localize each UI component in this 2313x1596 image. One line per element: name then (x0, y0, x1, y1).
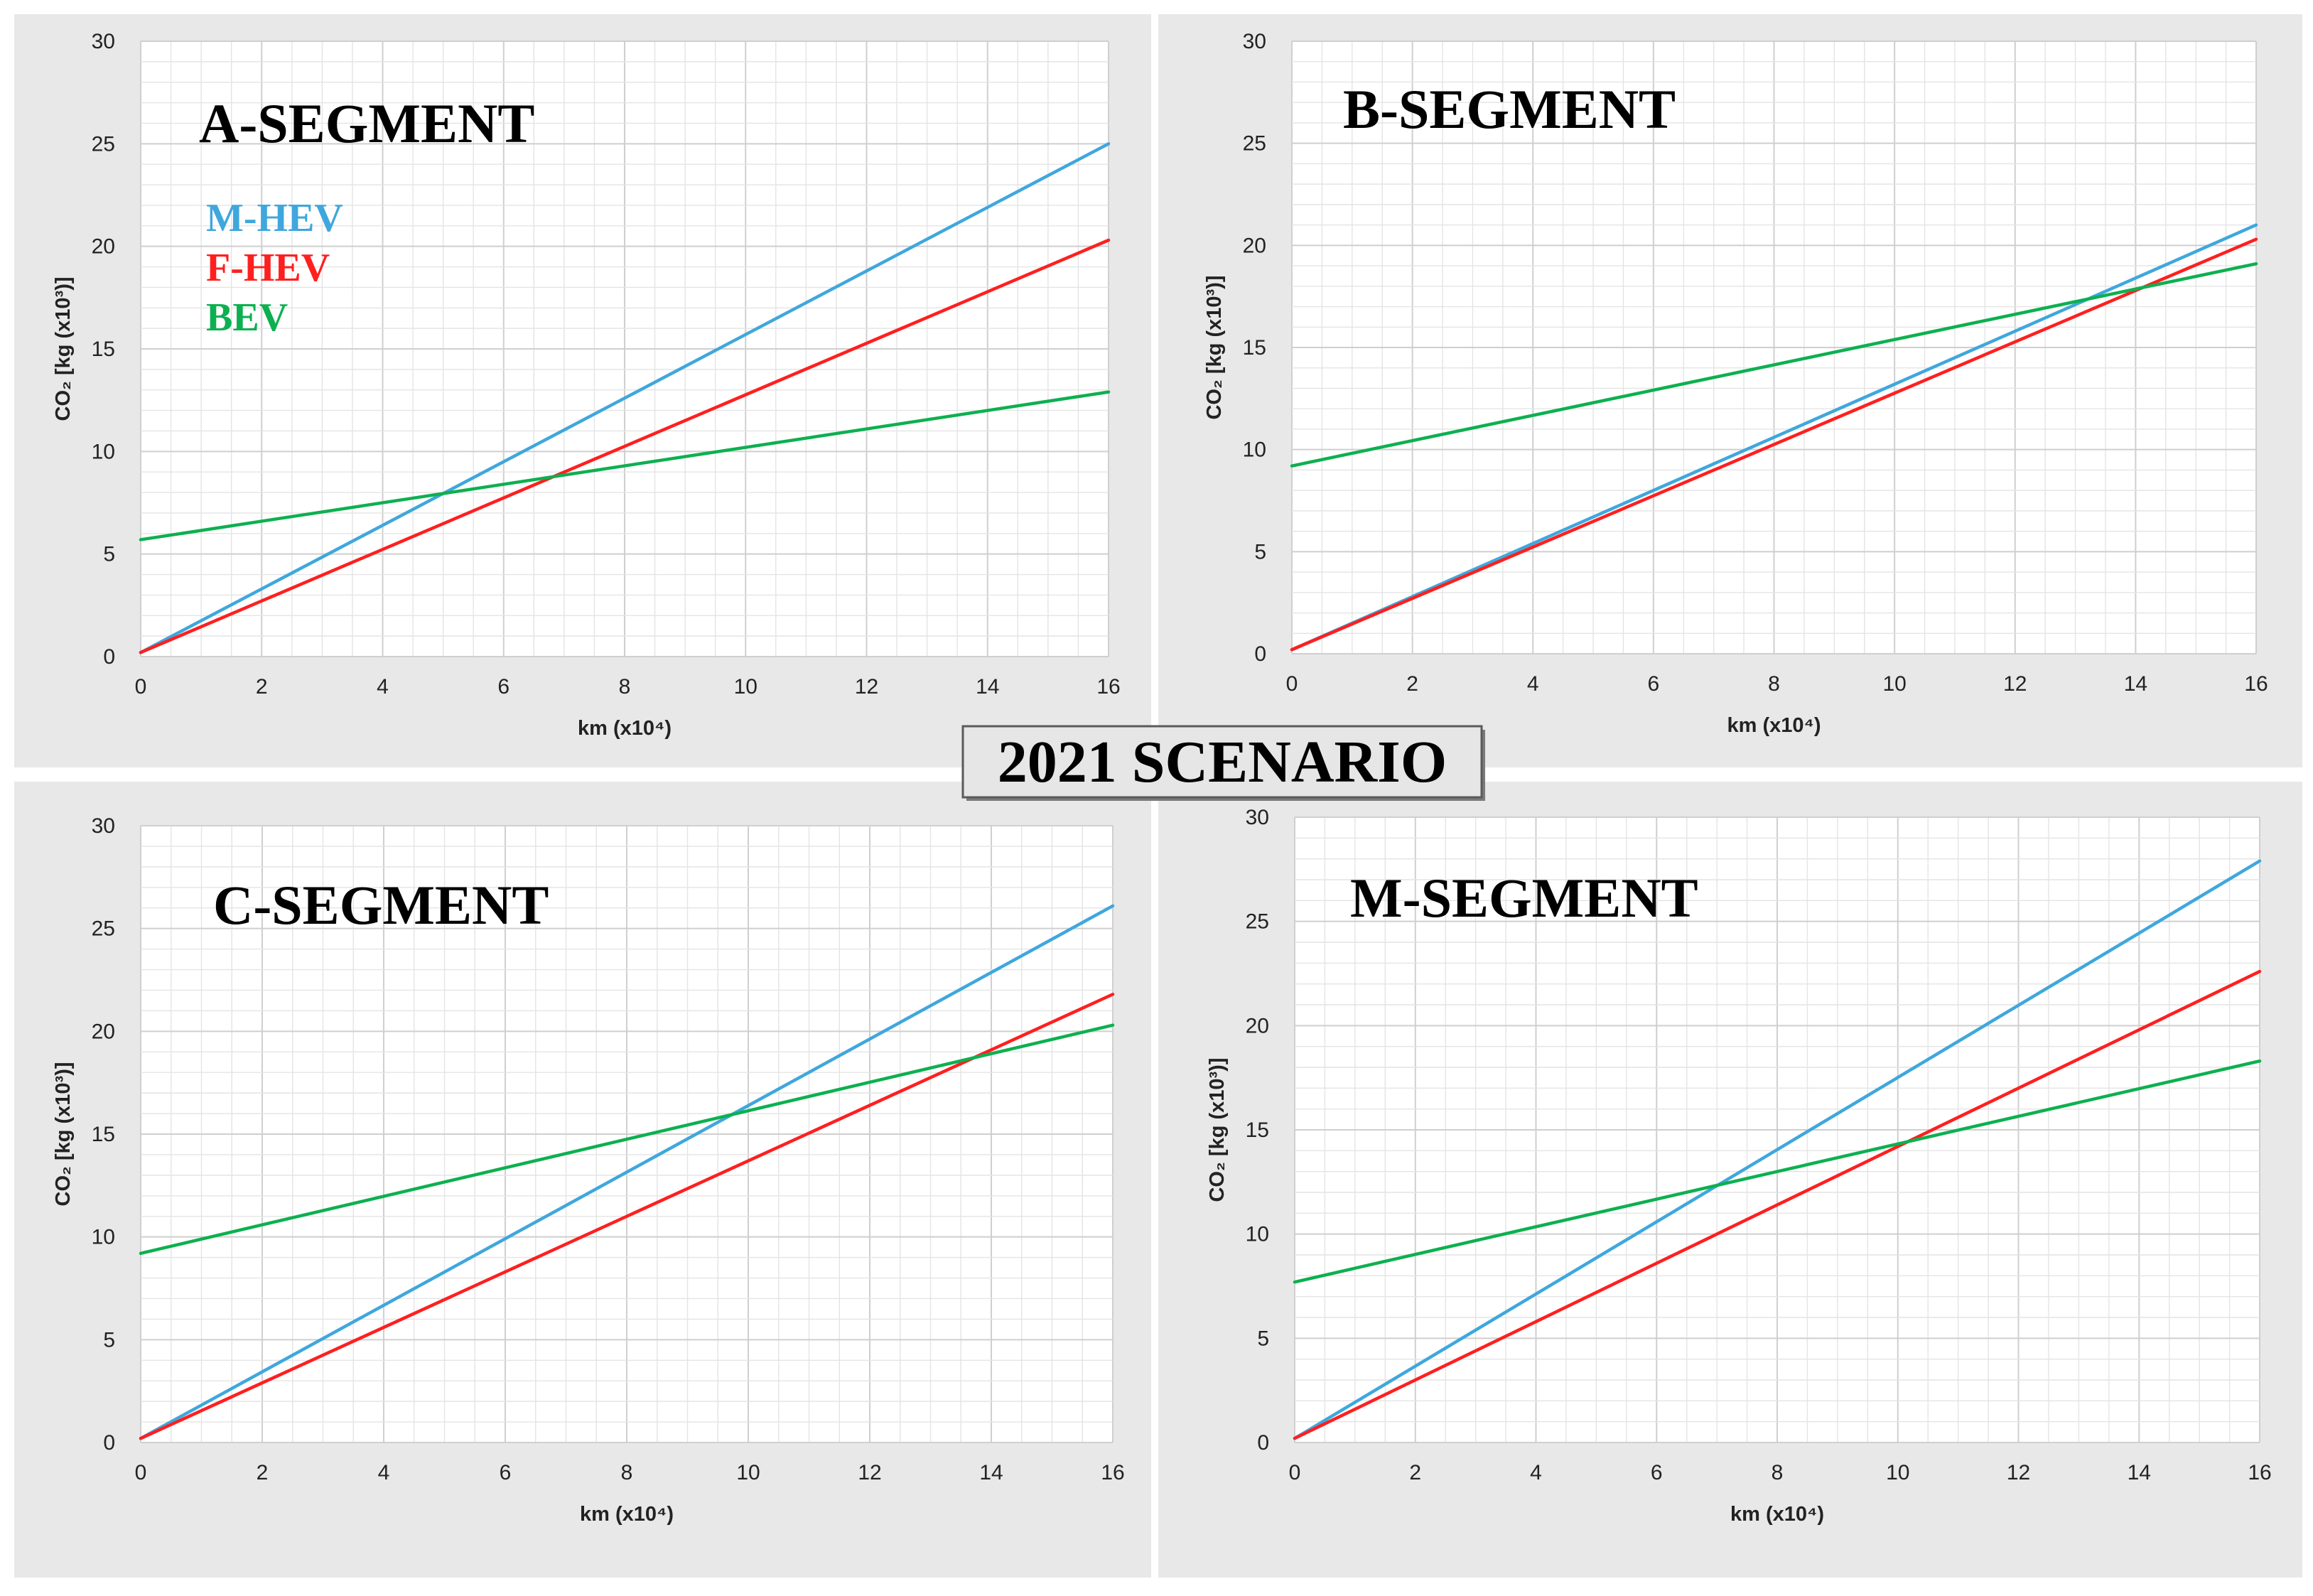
x-tick-label: 4 (1530, 1461, 1542, 1484)
x-axis-label: km (x10⁴) (578, 717, 672, 740)
series-line-m-hev (139, 904, 1115, 1440)
y-tick-label: 0 (1254, 642, 1266, 666)
x-axis-label: km (x10⁴) (580, 1503, 674, 1526)
series-line-bev (1290, 261, 2258, 468)
y-tick-label: 5 (103, 543, 115, 566)
x-tick-label: 8 (619, 675, 631, 699)
segment-title: A-SEGMENT (199, 92, 534, 154)
y-tick-label: 5 (103, 1328, 115, 1352)
x-tick-label: 14 (2124, 672, 2147, 696)
series-line-bev (139, 390, 1111, 541)
series-line-f-hev (139, 993, 1115, 1440)
series-line-bev (139, 1023, 1115, 1256)
x-tick-label: 10 (1886, 1461, 1909, 1484)
y-tick-label: 20 (92, 235, 115, 259)
x-tick-label: 10 (736, 1461, 760, 1484)
y-axis-label: CO₂ [kg (x10³)] (52, 1062, 75, 1206)
chart-panel-4: 0 2 4 6 8 10 12 14 16 0 5 10 15 20 25 30 km (x10⁴) CO₂ [k… (1158, 782, 2302, 1578)
x-tick-label: 8 (1768, 672, 1780, 696)
y-tick-label: 5 (1257, 1327, 1269, 1350)
x-tick-label: 4 (377, 675, 389, 699)
x-tick-label: 6 (1648, 672, 1660, 696)
x-tick-label: 8 (1772, 1461, 1784, 1484)
x-tick-label: 12 (2007, 1461, 2030, 1484)
y-tick-label: 0 (103, 1431, 115, 1455)
series-line-m-hev (1290, 223, 2258, 652)
x-axis-label: km (x10⁴) (1727, 714, 1821, 737)
x-tick-label: 12 (2003, 672, 2027, 696)
series-line-m-hev (139, 142, 1111, 654)
y-tick-label: 10 (1246, 1223, 1269, 1246)
segment-title: B-SEGMENT (1343, 78, 1676, 140)
y-tick-label: 25 (92, 132, 115, 156)
segment-title: M-SEGMENT (1350, 867, 1698, 929)
x-tick-label: 2 (256, 675, 268, 699)
x-tick-label: 10 (734, 675, 757, 699)
x-tick-label: 10 (1882, 672, 1906, 696)
y-tick-label: 25 (92, 917, 115, 941)
x-tick-label: 12 (855, 675, 878, 699)
y-tick-label: 15 (1243, 336, 1266, 360)
x-tick-label: 6 (500, 1461, 512, 1484)
legend-label-f-hev: F-HEV (206, 246, 330, 290)
x-tick-label: 2 (1409, 1461, 1421, 1484)
y-axis-label: CO₂ [kg (x10³)] (1206, 1057, 1229, 1202)
y-axis-label: CO₂ [kg (x10³)] (52, 276, 75, 421)
x-tick-label: 16 (1096, 675, 1120, 699)
y-tick-label: 15 (1246, 1118, 1269, 1142)
y-tick-label: 15 (92, 1123, 115, 1146)
y-tick-label: 10 (92, 1226, 115, 1249)
series-line-bev (1293, 1059, 2262, 1284)
x-axis-label: km (x10⁴) (1730, 1503, 1824, 1526)
y-tick-label: 20 (1243, 234, 1266, 257)
x-tick-label: 6 (497, 675, 509, 699)
y-tick-label: 0 (103, 645, 115, 669)
y-tick-label: 5 (1254, 540, 1266, 564)
x-tick-label: 12 (858, 1461, 881, 1484)
series-line-f-hev (1290, 237, 2258, 652)
y-tick-label: 10 (92, 440, 115, 463)
x-tick-label: 16 (1101, 1461, 1124, 1484)
x-tick-label: 0 (1286, 672, 1298, 696)
y-tick-label: 15 (92, 338, 115, 361)
y-tick-label: 25 (1246, 910, 1269, 934)
y-tick-label: 20 (92, 1020, 115, 1043)
y-axis-label: CO₂ [kg (x10³)] (1203, 275, 1226, 419)
series-line-m-hev (1293, 859, 2262, 1440)
x-tick-label: 2 (257, 1461, 269, 1484)
x-tick-label: 6 (1651, 1461, 1663, 1484)
y-tick-label: 30 (1246, 806, 1269, 829)
x-tick-label: 4 (1527, 672, 1539, 696)
y-tick-label: 25 (1243, 132, 1266, 156)
y-tick-label: 30 (92, 30, 115, 53)
series-line-f-hev (1293, 969, 2262, 1440)
x-tick-label: 0 (1289, 1461, 1301, 1484)
chart-panel-2: 0 2 4 6 8 10 12 14 16 0 5 10 15 20 25 30 km (x10⁴) CO₂ [k… (1158, 14, 2302, 767)
legend-label-m-hev: M-HEV (206, 196, 343, 240)
y-tick-label: 30 (1243, 30, 1266, 53)
y-tick-label: 10 (1243, 438, 1266, 462)
x-tick-label: 0 (135, 1461, 147, 1484)
x-tick-label: 16 (2244, 672, 2268, 696)
x-tick-label: 14 (2128, 1461, 2151, 1484)
x-tick-label: 2 (1406, 672, 1418, 696)
chart-panel-3: 0 2 4 6 8 10 12 14 16 0 5 10 15 20 25 30 km (x10⁴) CO₂ [k… (14, 782, 1151, 1578)
x-tick-label: 14 (976, 675, 999, 699)
x-tick-label: 0 (135, 675, 147, 699)
y-tick-label: 30 (92, 814, 115, 838)
x-tick-label: 4 (378, 1461, 390, 1484)
series-line-f-hev (139, 238, 1111, 654)
legend-label-bev: BEV (206, 296, 288, 340)
banner-title: 2021 SCENARIO (998, 729, 1447, 795)
chart-panel-1: 0 2 4 6 8 10 12 14 16 0 5 10 15 20 25 30 km (x10⁴) CO₂ [k… (14, 14, 1151, 767)
x-tick-label: 14 (979, 1461, 1003, 1484)
y-tick-label: 20 (1246, 1014, 1269, 1037)
y-tick-label: 0 (1257, 1431, 1269, 1455)
banner-box (961, 725, 1483, 799)
segment-title: C-SEGMENT (213, 874, 549, 936)
x-tick-label: 8 (621, 1461, 633, 1484)
x-tick-label: 16 (2248, 1461, 2271, 1484)
